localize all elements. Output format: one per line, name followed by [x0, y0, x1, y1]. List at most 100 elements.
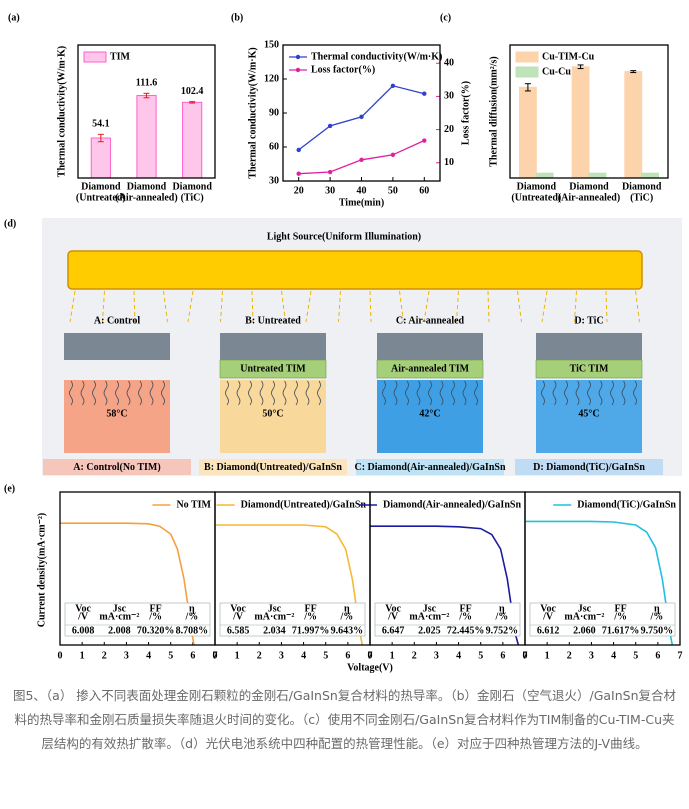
heat-wave [575, 380, 580, 406]
config-caption: C: Diamond(Air-annealed)/GaInSn [354, 462, 505, 473]
heat-wave [69, 380, 73, 406]
heat-wave [564, 380, 568, 406]
legend-label: Diamond(Air-annealed)/GaInSn [383, 499, 521, 510]
heat-wave [633, 380, 637, 406]
heat-wave [552, 380, 557, 406]
point [359, 157, 364, 162]
table-cell: 9.643% [331, 625, 364, 636]
x-tick-label: 20 [294, 185, 304, 196]
config-caption: B: Diamond(Untreated)/GaInSn [204, 462, 342, 473]
x-tick-label: 30 [325, 185, 335, 196]
heat-sink [64, 380, 170, 453]
bar [641, 172, 660, 179]
light-ray [487, 290, 490, 323]
table-cell: 8.708% [176, 625, 209, 636]
table-cell: 70.320% [137, 625, 175, 636]
figure-caption: 图5、（a） 掺入不同表面处理金刚石颗粒的金刚石/GaInSn复合材料的热导率。… [12, 688, 677, 751]
y-axis-label: Thermal conductivity(W/m·K) [56, 46, 67, 177]
heat-wave [236, 380, 241, 406]
temperature: 42°C [419, 408, 440, 419]
light-ray [187, 290, 194, 323]
heat-wave [282, 380, 287, 406]
bar [518, 86, 537, 179]
x-tick-label: 3 [279, 650, 284, 661]
light-ray [456, 290, 459, 323]
x-axis-label: Voltage(V) [347, 662, 393, 673]
y2-tick-label: 10 [444, 157, 454, 168]
point [296, 171, 301, 176]
heat-wave [294, 380, 298, 406]
legend-marker [295, 54, 301, 60]
table-box [529, 602, 676, 637]
light-ray [102, 290, 105, 323]
heat-wave [80, 380, 85, 406]
table-header: Jsc [423, 603, 437, 614]
plot-frame [509, 44, 669, 179]
tim-label: Untreated TIM [240, 363, 306, 374]
heat-wave [474, 380, 478, 406]
heat-wave [115, 380, 119, 406]
solar-panel [220, 333, 326, 360]
light-ray [305, 290, 312, 323]
x-tick-label: 5 [633, 650, 638, 661]
y-tick-label: 90 [269, 107, 279, 118]
panel-label: (e) [4, 483, 15, 494]
x-tick-label: (Air-annealed) [558, 192, 620, 203]
table-cell: 2.034 [263, 625, 286, 636]
light-ray [635, 290, 640, 323]
legend-label: Diamond(Untreated)/GaInSn [241, 499, 367, 510]
light-ray [220, 290, 223, 323]
light-ray [251, 290, 254, 323]
table-header: /V [77, 611, 89, 622]
legend-label: Cu-TIM-Cu [542, 51, 595, 62]
heat-wave [439, 380, 444, 406]
x-tick-label: (Air-annealed) [115, 192, 177, 203]
table-cell: 6.612 [537, 625, 560, 636]
x-tick-label: 5 [323, 650, 328, 661]
x-tick-label: 3 [124, 650, 129, 661]
legend-label: No TIM [176, 499, 211, 510]
heat-wave [587, 380, 591, 406]
x-tick-label: Diamond [622, 181, 662, 192]
x-tick-label: 4 [146, 650, 151, 661]
x-tick-label: 7 [678, 650, 683, 661]
heat-wave [149, 380, 154, 406]
heat-wave [393, 380, 398, 406]
x-tick-label: 2 [102, 650, 107, 661]
light-ray [605, 290, 608, 323]
light-ray [541, 290, 548, 323]
x-tick-label: Diamond [81, 181, 121, 192]
table-header: /V [542, 611, 554, 622]
panel-label: (a) [8, 12, 20, 23]
table-header: Voc [385, 603, 401, 614]
x-tick-label: 2 [257, 650, 262, 661]
y-tick-label: 120 [264, 73, 279, 84]
x-tick-label: (TiC) [630, 192, 653, 203]
light-ray [399, 290, 404, 323]
point [327, 169, 333, 175]
panel-label: (b) [231, 12, 243, 23]
legend-marker [295, 67, 301, 73]
table-cell: 2.060 [573, 625, 596, 636]
heat-wave [225, 380, 229, 406]
plot-frame [282, 44, 441, 182]
x-tick-label: 4 [611, 650, 616, 661]
x-tick-label: Diamond [127, 181, 167, 192]
table-header: /% [303, 611, 317, 622]
legend-swatch [83, 51, 107, 63]
point [390, 83, 396, 89]
y2-axis-label: Loss factor(%) [460, 81, 471, 145]
x-tick-label: 6 [500, 650, 505, 661]
tim-layer [535, 359, 643, 379]
legend-swatch [515, 66, 539, 78]
x-tick-label: 0 [523, 650, 528, 661]
table-cell: 6.008 [72, 625, 95, 636]
y-axis-label: Thermal diffusion(mm²/s) [488, 56, 499, 167]
series-line [298, 139, 425, 175]
y-tick-label: 30 [269, 175, 279, 186]
y2-tick-label: 20 [444, 124, 454, 135]
table-cell: 71.617% [602, 625, 640, 636]
table-header: /% [184, 611, 198, 622]
heat-sink [377, 380, 483, 453]
table-header: FF [460, 603, 472, 614]
